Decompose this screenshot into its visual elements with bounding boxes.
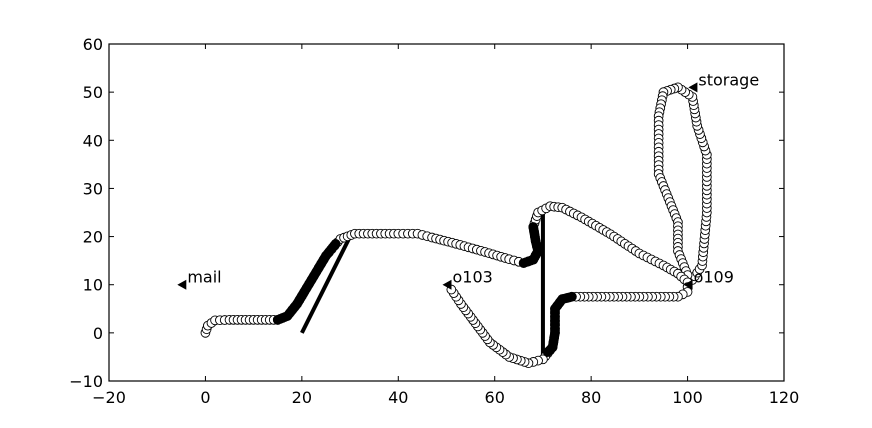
y-tick-label: 0 [93,324,103,343]
path-point-stopped [542,347,553,357]
x-tick-label: 80 [581,388,601,407]
y-tick-label: 40 [83,131,103,150]
landmark-marker [688,82,698,93]
landmark-label: o109 [694,268,734,287]
x-tick-label: 0 [200,388,210,407]
path-point-stopped [528,222,539,232]
y-tick-label: 30 [83,179,103,198]
x-tick-label: 60 [485,388,505,407]
x-axis-ticks: −20 0 20 40 60 80 100 120 [92,44,799,407]
x-tick-label: 100 [672,388,703,407]
landmark-marker [177,279,187,290]
landmark-label: o103 [453,268,493,287]
landmark-marker [442,279,452,290]
y-axis-ticks: −10 0 10 20 30 40 50 60 [69,35,784,391]
x-tick-label: −20 [92,388,126,407]
y-tick-label: 50 [83,83,103,102]
y-tick-label: 10 [83,276,103,295]
plot-frame [108,43,785,382]
landmarks: mail o103 o109 storage [177,70,759,290]
landmark-marker [683,279,693,290]
x-tick-label: 20 [292,388,312,407]
y-tick-label: 20 [83,228,103,247]
y-tick-label: 60 [83,35,103,54]
path-point-stopped [330,238,341,249]
x-tick-label: 40 [388,388,408,407]
robot-path [200,82,712,369]
landmark-label: mail [187,268,221,287]
landmark-label: storage [698,70,759,89]
walls [300,212,545,357]
x-tick-label: 120 [769,388,800,407]
y-tick-label: −10 [69,372,103,391]
wall-line [300,235,352,334]
